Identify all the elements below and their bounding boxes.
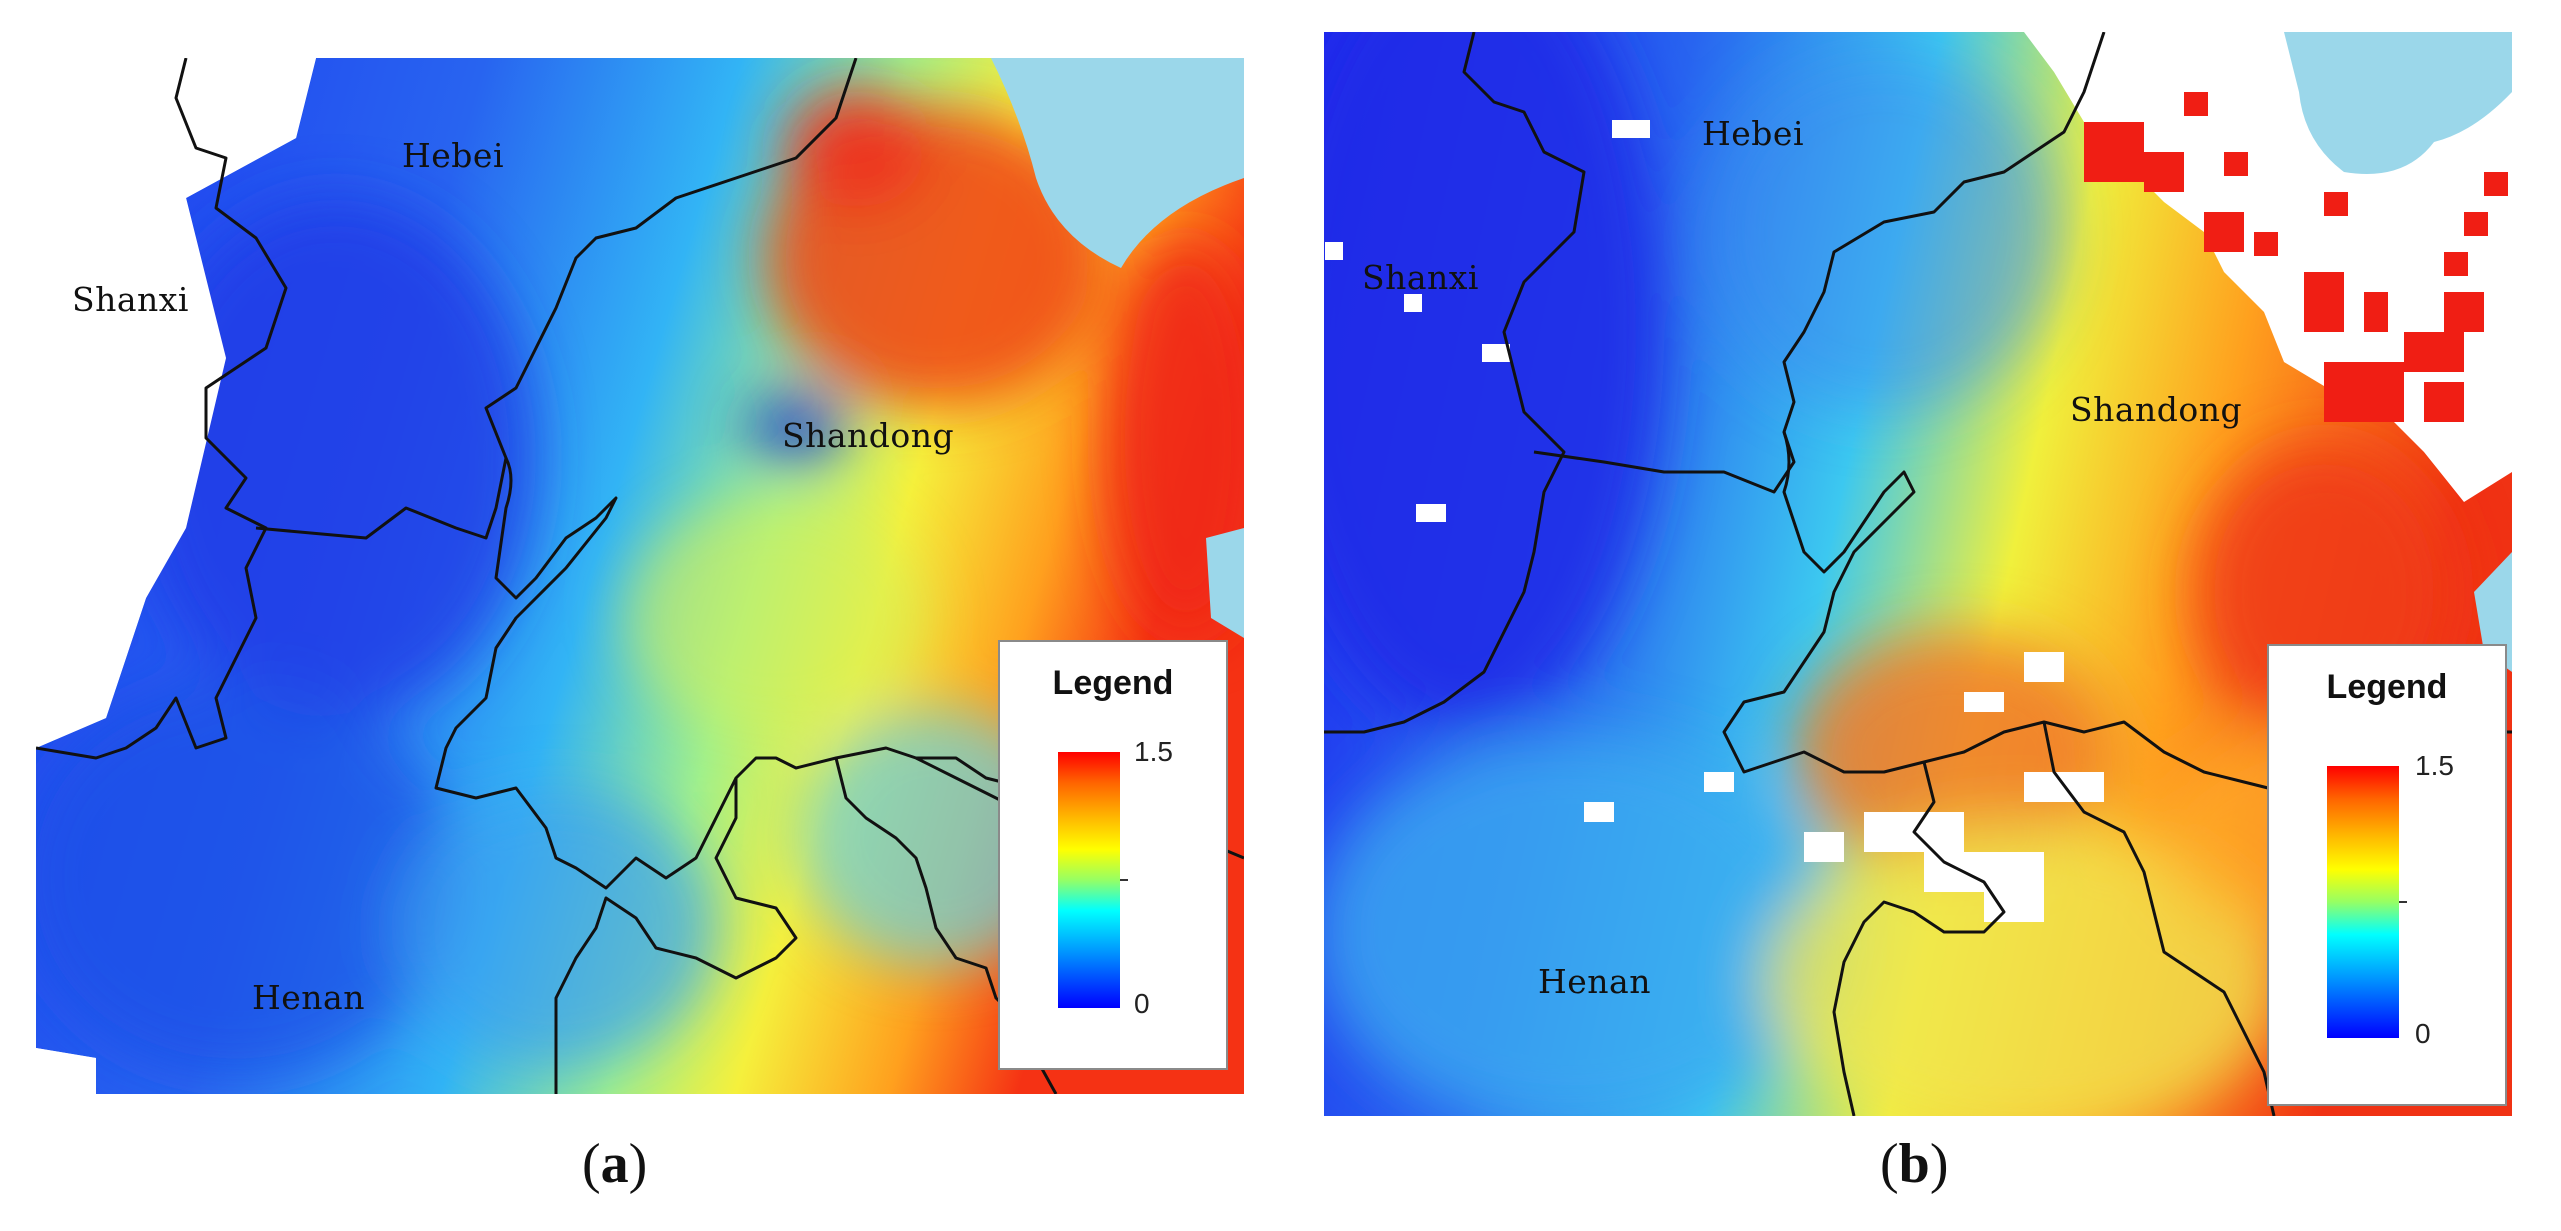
label-henan: Henan: [1538, 962, 1651, 1001]
caption-a-letter: a: [600, 1133, 629, 1195]
legend-a-color-ramp: [1058, 752, 1120, 1008]
label-shanxi: Shanxi: [72, 280, 189, 319]
legend-b: Legend 1.5 0: [2267, 644, 2507, 1106]
caption-b-letter: b: [1898, 1133, 1930, 1195]
caption-a-open: (: [582, 1133, 601, 1195]
label-shandong: Shandong: [782, 416, 955, 455]
map-a-sea: [991, 58, 1244, 268]
map-b-white-pixels: [1325, 120, 2104, 922]
map-b-red-pixels: [2084, 92, 2508, 422]
legend-a-max-label: 1.5: [1134, 736, 1173, 767]
legend-a-mid-tick: [1120, 879, 1128, 881]
map-a-no-data-corner: [36, 1048, 96, 1094]
map-b-sea-east: [2474, 552, 2512, 672]
label-shandong: Shandong: [2070, 390, 2243, 429]
caption-b-close: ): [1929, 1133, 1949, 1195]
label-henan: Henan: [252, 978, 365, 1017]
map-a-no-data-area: [36, 58, 316, 748]
label-hebei: Hebei: [1702, 114, 1805, 153]
caption-b: (b): [1880, 1132, 1948, 1196]
label-hebei: Hebei: [402, 136, 505, 175]
map-b-sea: [2284, 32, 2512, 174]
legend-b-max-label: 1.5: [2415, 750, 2454, 781]
legend-b-color-ramp: [2327, 766, 2399, 1038]
legend-a-title: Legend: [1052, 664, 1174, 702]
map-a-sea-east: [1206, 528, 1244, 638]
legend-a: Legend 1.5 0: [998, 640, 1228, 1070]
legend-b-mid-tick: [2399, 901, 2407, 903]
map-panel-a: Hebei Shanxi Shandong Henan Legend 1.5 0: [36, 58, 1244, 1094]
caption-b-open: (: [1880, 1133, 1899, 1195]
caption-a: (a): [582, 1132, 647, 1196]
caption-a-close: ): [628, 1133, 648, 1195]
legend-a-min-label: 0: [1134, 988, 1150, 1019]
label-shanxi: Shanxi: [1362, 258, 1479, 297]
legend-b-title: Legend: [2326, 668, 2448, 706]
map-panel-b: Hebei Shanxi Shandong Henan Legend 1.5 0: [1324, 32, 2512, 1116]
legend-b-min-label: 0: [2415, 1018, 2431, 1049]
